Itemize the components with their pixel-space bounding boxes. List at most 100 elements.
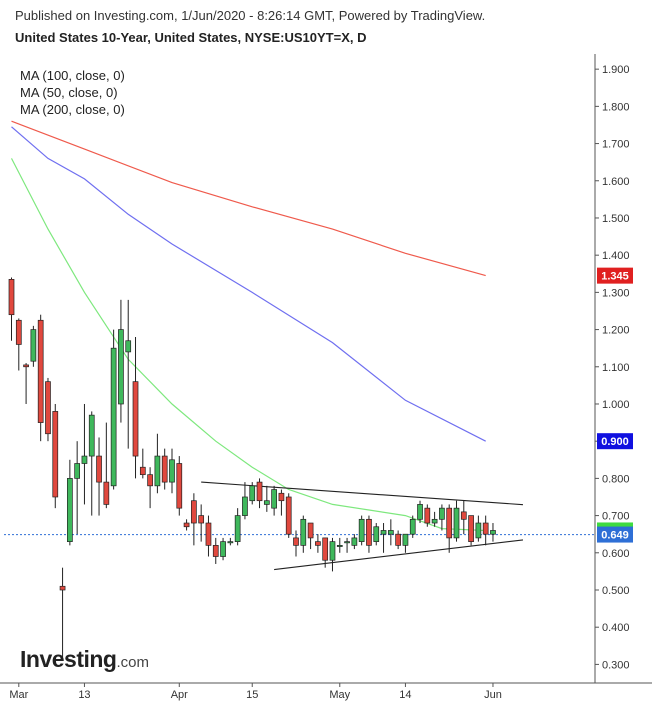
candle-body-down bbox=[96, 455, 102, 483]
y-tick-label: 1.900 bbox=[602, 64, 630, 76]
candle bbox=[183, 519, 190, 531]
candle-body-up bbox=[271, 489, 277, 509]
candle-body-down bbox=[103, 481, 110, 505]
candle-body-up bbox=[373, 526, 380, 542]
candle bbox=[74, 441, 81, 535]
candle-body-down bbox=[52, 411, 59, 498]
candle-body-up bbox=[227, 541, 234, 544]
candle bbox=[468, 515, 474, 546]
candle-body-down bbox=[482, 522, 489, 535]
candle-body-up bbox=[336, 545, 343, 547]
chart-title: United States 10-Year, United States, NY… bbox=[15, 30, 367, 45]
candle-body-up bbox=[344, 541, 350, 544]
candle bbox=[81, 403, 88, 505]
candle-body-up bbox=[154, 455, 161, 487]
candle bbox=[139, 448, 146, 479]
candle bbox=[300, 515, 307, 553]
candle bbox=[490, 523, 496, 542]
value-label-text: 1.345 bbox=[601, 271, 629, 283]
legend-entry: MA (100, close, 0) bbox=[20, 68, 125, 83]
candle bbox=[176, 456, 183, 516]
candle-body-up bbox=[74, 463, 81, 479]
candle bbox=[30, 325, 37, 367]
value-label: 1.345 bbox=[597, 267, 633, 284]
candle bbox=[37, 314, 44, 442]
y-tick-label: 1.200 bbox=[602, 325, 630, 337]
candle-body-up bbox=[30, 329, 37, 362]
candle bbox=[402, 533, 409, 553]
candle-body-down bbox=[285, 496, 292, 535]
ma-line bbox=[11, 120, 486, 277]
x-axis: Mar 13 Apr 15 May 14 Jun bbox=[0, 682, 652, 701]
value-label-bg bbox=[597, 526, 633, 543]
trendline-lower bbox=[274, 539, 524, 571]
candle bbox=[344, 537, 350, 553]
candle bbox=[198, 504, 205, 542]
y-tick-label: 1.500 bbox=[602, 213, 630, 225]
candle-body-up bbox=[380, 530, 387, 535]
candle bbox=[110, 329, 117, 490]
candle-body-up bbox=[125, 340, 132, 353]
candle-body-up bbox=[300, 518, 307, 546]
candle-body-down bbox=[307, 522, 314, 539]
x-tick-label: 13 bbox=[78, 689, 90, 701]
candle bbox=[132, 337, 139, 479]
candle bbox=[329, 537, 336, 572]
x-tick-label: May bbox=[329, 689, 350, 701]
candle-body-down bbox=[45, 381, 51, 435]
candle bbox=[67, 459, 73, 546]
candle bbox=[351, 534, 358, 550]
value-label-text: 0.900 bbox=[601, 436, 629, 448]
candle-body-down bbox=[424, 507, 431, 524]
candle-body-up bbox=[417, 504, 423, 520]
candle-body-up bbox=[110, 347, 117, 487]
x-tick-label: Jun bbox=[484, 689, 502, 701]
candle bbox=[431, 511, 438, 527]
ma-line bbox=[10, 158, 486, 532]
y-axis: 0.300 0.400 0.500 0.600 0.700 0.800 0.900 1.000… bbox=[594, 54, 630, 683]
candle bbox=[23, 363, 29, 404]
candle-body-down bbox=[132, 381, 139, 457]
candle bbox=[475, 515, 482, 542]
candle bbox=[220, 537, 226, 561]
candle bbox=[8, 277, 15, 341]
candle bbox=[242, 482, 248, 520]
candle bbox=[234, 508, 241, 546]
candle-body-down bbox=[293, 537, 299, 546]
candle-body-down bbox=[256, 481, 263, 502]
candle-body-down bbox=[468, 515, 474, 542]
candle bbox=[125, 299, 132, 449]
candle-body-down bbox=[322, 537, 329, 561]
y-tick-label: 0.600 bbox=[602, 548, 630, 560]
candle-body-up bbox=[249, 485, 256, 502]
candle-body-up bbox=[81, 455, 88, 464]
candle bbox=[103, 422, 110, 509]
candle bbox=[263, 485, 270, 512]
candle bbox=[293, 530, 299, 557]
candle bbox=[366, 515, 372, 553]
candle-body-up bbox=[387, 530, 394, 535]
candle-body-up bbox=[67, 478, 73, 542]
candle-body-up bbox=[329, 541, 336, 561]
candle-body-down bbox=[205, 522, 212, 546]
candle bbox=[45, 377, 51, 442]
candle bbox=[446, 504, 453, 553]
candle bbox=[482, 515, 489, 546]
candle bbox=[336, 537, 343, 553]
candle-body-down bbox=[183, 522, 190, 528]
candle bbox=[118, 299, 124, 423]
candle-body-down bbox=[37, 319, 44, 423]
candle bbox=[212, 537, 219, 564]
candle bbox=[271, 485, 277, 516]
candle bbox=[154, 433, 161, 494]
candle-body-down bbox=[460, 511, 467, 520]
candle-body-down bbox=[198, 515, 205, 524]
candle-body-down bbox=[15, 319, 22, 345]
candle bbox=[161, 448, 168, 490]
candle-body-up bbox=[439, 507, 445, 520]
value-label-bg bbox=[597, 433, 633, 450]
candle bbox=[96, 437, 102, 516]
y-tick-label: 1.100 bbox=[602, 362, 630, 374]
ma-line bbox=[11, 126, 486, 442]
value-label: 0.900 bbox=[597, 433, 633, 450]
